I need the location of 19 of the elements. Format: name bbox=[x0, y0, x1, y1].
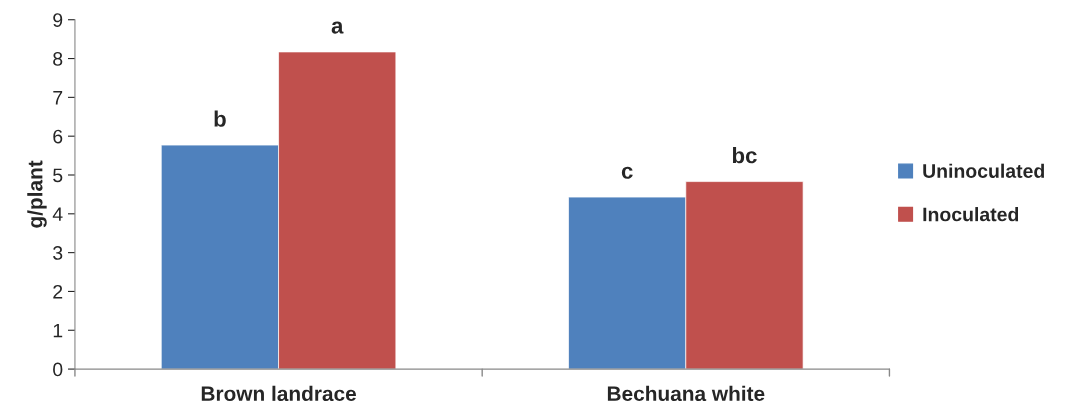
y-tick-label: 1 bbox=[53, 323, 63, 338]
y-tick-label: 5 bbox=[53, 168, 63, 183]
y-tick-label: 8 bbox=[53, 52, 63, 66]
y-tick-label: 7 bbox=[53, 91, 63, 105]
x-tick-label: Brown landrace bbox=[201, 385, 356, 402]
y-tick-label: 2 bbox=[53, 284, 63, 299]
y-tick-label: 4 bbox=[52, 207, 63, 221]
x-tick-label: Bechuana white bbox=[607, 385, 765, 402]
y-tick-label: 9 bbox=[53, 13, 63, 27]
y-axis-title: g/plant bbox=[27, 160, 47, 228]
y-tick-label: 6 bbox=[53, 129, 63, 144]
annotation: bc bbox=[732, 146, 757, 164]
y-tick-label: 0 bbox=[53, 362, 63, 377]
legend-label: Uninoculated bbox=[923, 163, 1044, 178]
y-tick-label: 3 bbox=[53, 246, 63, 260]
annotation: b bbox=[214, 110, 226, 127]
annotation: c bbox=[621, 166, 633, 179]
annotation: a bbox=[331, 21, 344, 34]
legend-label: Inoculated bbox=[923, 207, 1019, 222]
